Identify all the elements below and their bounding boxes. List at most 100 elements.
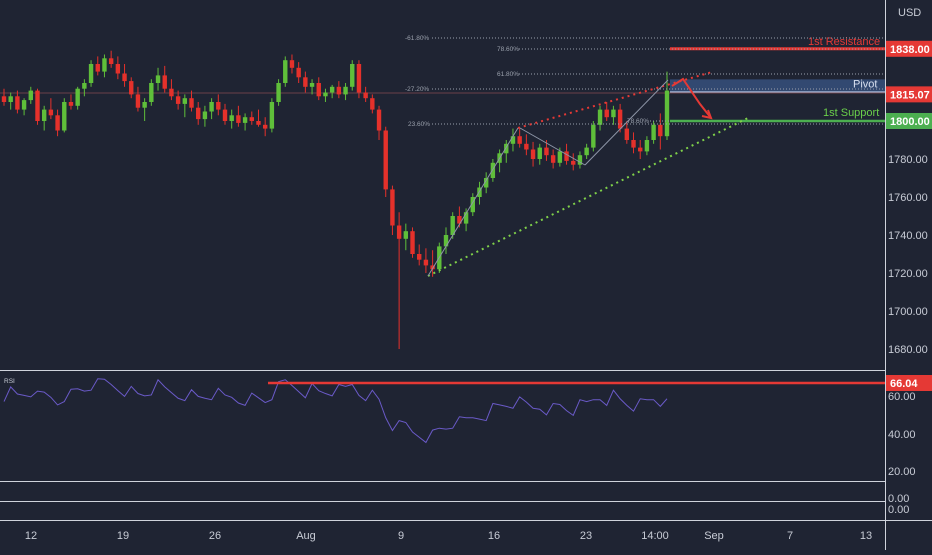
time-tick: Sep [704, 530, 724, 542]
candle [222, 103, 228, 125]
candle [356, 60, 362, 99]
price-tick: 1780.00 [888, 154, 928, 166]
rsi-pane[interactable]: RSI 66.04 20.00 40.00 60.00 0.000.00 [3, 375, 932, 516]
time-tick: 26 [209, 530, 221, 542]
candle [1, 88, 7, 106]
price-axis[interactable]: 1680.00 1700.00 1720.00 1740.00 1760.00 1780.… [886, 40, 932, 356]
fib-label: 78.60% [497, 46, 519, 53]
time-tick: 9 [398, 530, 404, 542]
candle [396, 212, 402, 349]
candle [102, 54, 107, 78]
candle-body [95, 64, 100, 72]
candle-body [229, 115, 234, 121]
price-tick: 1680.00 [888, 344, 928, 356]
candle-body [162, 75, 167, 89]
candle [611, 105, 616, 125]
candle [229, 109, 234, 129]
candle-body [41, 109, 47, 121]
candle-body [283, 60, 288, 83]
candle-body [356, 64, 362, 93]
candles[interactable] [1, 50, 670, 349]
candle-body [1, 96, 7, 102]
candle [75, 86, 80, 110]
candle [68, 94, 74, 110]
candle [209, 98, 214, 120]
candle-body [363, 92, 368, 99]
candle-body [631, 140, 636, 148]
candle-body [564, 151, 569, 161]
candle [256, 109, 261, 127]
fib-anchor-line [427, 127, 519, 277]
rsi-value: 66.04 [890, 378, 918, 390]
candle-body [370, 98, 375, 110]
candle-body [269, 102, 275, 129]
time-tick: Aug [296, 530, 316, 542]
candle [289, 54, 295, 74]
candle-body [323, 92, 328, 97]
candle-body [236, 115, 241, 123]
price-tick: 1760.00 [888, 192, 928, 204]
candle-body [390, 189, 395, 226]
fib-anchor-line [584, 79, 669, 166]
time-tick: 23 [580, 530, 592, 542]
candle [617, 103, 623, 133]
candle-body [470, 197, 475, 213]
candle-body [430, 265, 435, 270]
candle [283, 56, 288, 87]
candle [658, 113, 663, 150]
candle [35, 88, 40, 125]
rsi-tick: 20.00 [888, 466, 916, 478]
candle [524, 134, 529, 156]
candle [155, 67, 161, 91]
candle [624, 121, 630, 144]
candle [550, 149, 556, 169]
rsi-value-bg [886, 375, 932, 391]
candle [303, 71, 308, 93]
candle [597, 105, 603, 131]
candle [463, 208, 469, 232]
candle [62, 98, 67, 133]
candle-body [457, 216, 462, 224]
rsi-title: RSI [4, 378, 15, 385]
candle [55, 109, 60, 137]
candle [537, 143, 542, 165]
candle-body [149, 83, 154, 102]
candle [638, 140, 643, 159]
candle [631, 132, 636, 154]
time-tick: 16 [488, 530, 500, 542]
candle [350, 60, 355, 91]
price-label: 1838.00 [890, 44, 930, 56]
candle-body [222, 109, 228, 121]
candle-body [410, 231, 415, 254]
candle-body [611, 109, 616, 118]
candle [443, 227, 449, 254]
candle [417, 244, 422, 266]
candle [336, 81, 342, 99]
candle-body [544, 147, 549, 156]
candle-body [82, 83, 87, 89]
candle-body [329, 86, 335, 93]
candle [249, 111, 254, 125]
candle [182, 94, 188, 118]
candle [135, 86, 141, 112]
fib-label: 23.60% [408, 121, 430, 128]
candle-body [108, 58, 114, 64]
candle [329, 84, 335, 99]
candle [383, 126, 388, 197]
candle [149, 79, 154, 106]
drawings[interactable]: -61.80% 78.60% 61.80% -27.20% 23.60% 78.60% [405, 35, 885, 277]
candle-body [490, 162, 496, 178]
candle-body [450, 216, 455, 235]
candle-body [249, 117, 254, 121]
candle [115, 56, 121, 80]
candle [651, 121, 656, 144]
candle-body [21, 100, 27, 110]
arrow-head [701, 109, 713, 120]
pivot-zone [670, 79, 885, 94]
time-axis[interactable]: 12 19 26 Aug 9 16 23 14:00 Sep 7 13 [25, 530, 872, 542]
candle-body [242, 117, 248, 123]
fib-label: -61.80% [405, 35, 429, 42]
candle [483, 172, 489, 194]
